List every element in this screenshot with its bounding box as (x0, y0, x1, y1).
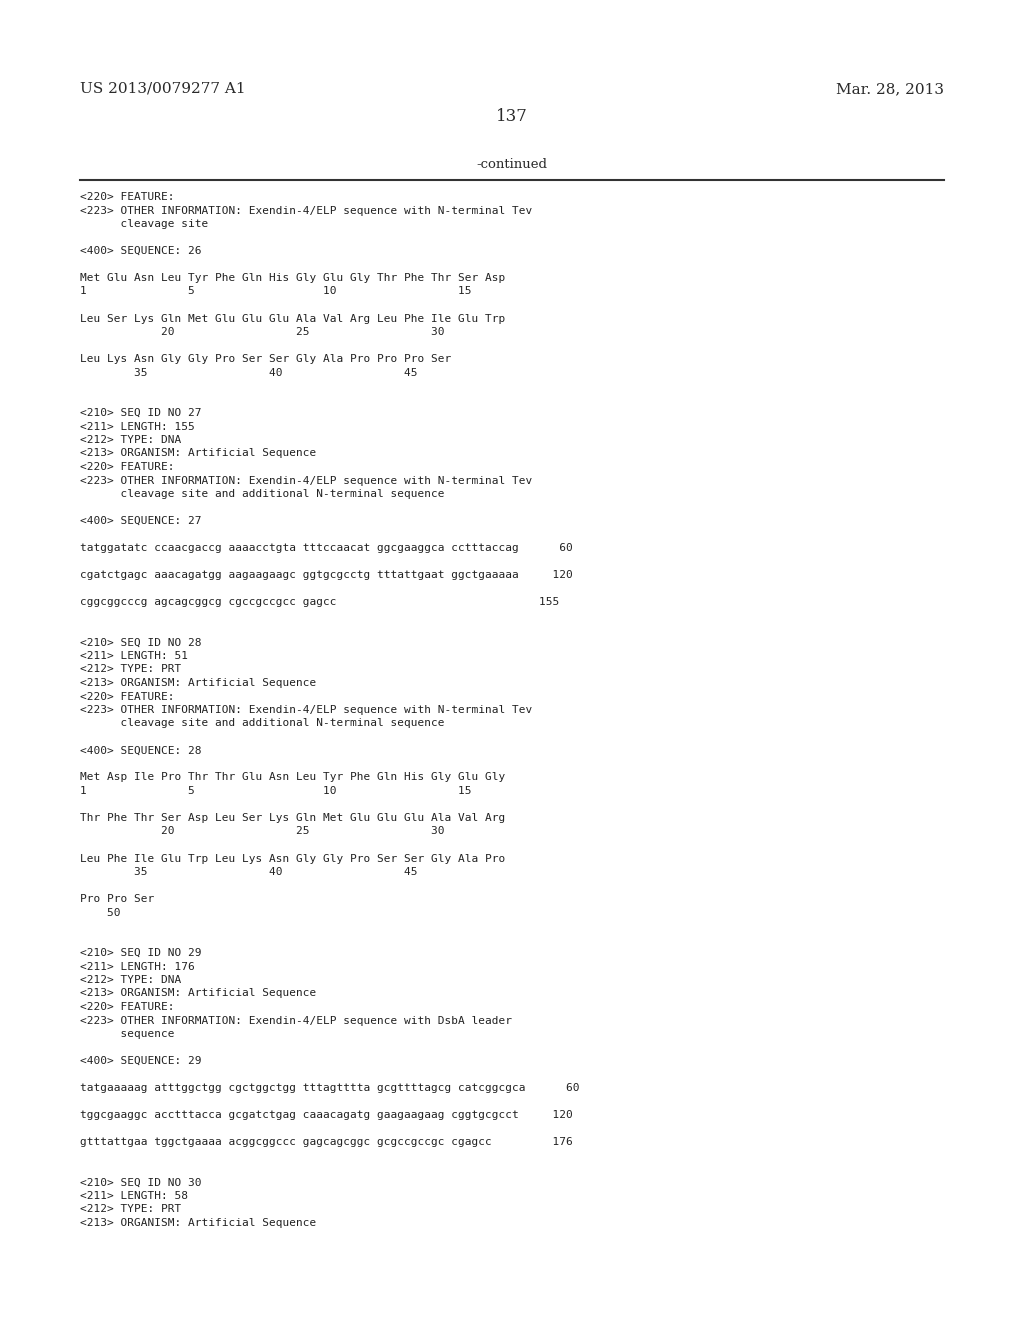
Text: <400> SEQUENCE: 29: <400> SEQUENCE: 29 (80, 1056, 202, 1067)
Text: <212> TYPE: DNA: <212> TYPE: DNA (80, 436, 181, 445)
Text: <213> ORGANISM: Artificial Sequence: <213> ORGANISM: Artificial Sequence (80, 989, 316, 998)
Text: Thr Phe Thr Ser Asp Leu Ser Lys Gln Met Glu Glu Glu Ala Val Arg: Thr Phe Thr Ser Asp Leu Ser Lys Gln Met … (80, 813, 505, 822)
Text: <220> FEATURE:: <220> FEATURE: (80, 462, 174, 473)
Text: Leu Ser Lys Gln Met Glu Glu Glu Ala Val Arg Leu Phe Ile Glu Trp: Leu Ser Lys Gln Met Glu Glu Glu Ala Val … (80, 314, 505, 323)
Text: gtttattgaa tggctgaaaa acggcggccc gagcagcggc gcgccgccgc cgagcc         176: gtttattgaa tggctgaaaa acggcggccc gagcagc… (80, 1137, 572, 1147)
Text: 20                  25                  30: 20 25 30 (80, 327, 444, 337)
Text: <210> SEQ ID NO 28: <210> SEQ ID NO 28 (80, 638, 202, 648)
Text: <213> ORGANISM: Artificial Sequence: <213> ORGANISM: Artificial Sequence (80, 1218, 316, 1228)
Text: <212> TYPE: DNA: <212> TYPE: DNA (80, 975, 181, 985)
Text: <210> SEQ ID NO 29: <210> SEQ ID NO 29 (80, 948, 202, 958)
Text: cgatctgagc aaacagatgg aagaagaagc ggtgcgcctg tttattgaat ggctgaaaaa     120: cgatctgagc aaacagatgg aagaagaagc ggtgcgc… (80, 570, 572, 579)
Text: <220> FEATURE:: <220> FEATURE: (80, 1002, 174, 1012)
Text: cleavage site and additional N-terminal sequence: cleavage site and additional N-terminal … (80, 488, 444, 499)
Text: <213> ORGANISM: Artificial Sequence: <213> ORGANISM: Artificial Sequence (80, 449, 316, 458)
Text: cleavage site and additional N-terminal sequence: cleavage site and additional N-terminal … (80, 718, 444, 729)
Text: Met Asp Ile Pro Thr Thr Glu Asn Leu Tyr Phe Gln His Gly Glu Gly: Met Asp Ile Pro Thr Thr Glu Asn Leu Tyr … (80, 772, 505, 783)
Text: <210> SEQ ID NO 27: <210> SEQ ID NO 27 (80, 408, 202, 418)
Text: US 2013/0079277 A1: US 2013/0079277 A1 (80, 82, 246, 96)
Text: <220> FEATURE:: <220> FEATURE: (80, 191, 174, 202)
Text: 35                  40                  45: 35 40 45 (80, 367, 418, 378)
Text: 20                  25                  30: 20 25 30 (80, 826, 444, 837)
Text: 137: 137 (496, 108, 528, 125)
Text: 50: 50 (80, 908, 121, 917)
Text: <210> SEQ ID NO 30: <210> SEQ ID NO 30 (80, 1177, 202, 1188)
Text: tatgaaaaag atttggctgg cgctggctgg tttagtttta gcgttttagcg catcggcgca      60: tatgaaaaag atttggctgg cgctggctgg tttagtt… (80, 1082, 580, 1093)
Text: <223> OTHER INFORMATION: Exendin-4/ELP sequence with DsbA leader: <223> OTHER INFORMATION: Exendin-4/ELP s… (80, 1015, 512, 1026)
Text: <211> LENGTH: 51: <211> LENGTH: 51 (80, 651, 188, 661)
Text: 35                  40                  45: 35 40 45 (80, 867, 418, 876)
Text: <223> OTHER INFORMATION: Exendin-4/ELP sequence with N-terminal Tev: <223> OTHER INFORMATION: Exendin-4/ELP s… (80, 705, 532, 715)
Text: Pro Pro Ser: Pro Pro Ser (80, 894, 155, 904)
Text: <211> LENGTH: 58: <211> LENGTH: 58 (80, 1191, 188, 1201)
Text: <223> OTHER INFORMATION: Exendin-4/ELP sequence with N-terminal Tev: <223> OTHER INFORMATION: Exendin-4/ELP s… (80, 206, 532, 215)
Text: -continued: -continued (476, 158, 548, 172)
Text: <211> LENGTH: 176: <211> LENGTH: 176 (80, 961, 195, 972)
Text: 1               5                   10                  15: 1 5 10 15 (80, 785, 471, 796)
Text: <212> TYPE: PRT: <212> TYPE: PRT (80, 664, 181, 675)
Text: <212> TYPE: PRT: <212> TYPE: PRT (80, 1204, 181, 1214)
Text: Mar. 28, 2013: Mar. 28, 2013 (836, 82, 944, 96)
Text: tggcgaaggc acctttacca gcgatctgag caaacagatg gaagaagaag cggtgcgcct     120: tggcgaaggc acctttacca gcgatctgag caaacag… (80, 1110, 572, 1119)
Text: <400> SEQUENCE: 26: <400> SEQUENCE: 26 (80, 246, 202, 256)
Text: <400> SEQUENCE: 27: <400> SEQUENCE: 27 (80, 516, 202, 525)
Text: Leu Phe Ile Glu Trp Leu Lys Asn Gly Gly Pro Ser Ser Gly Ala Pro: Leu Phe Ile Glu Trp Leu Lys Asn Gly Gly … (80, 854, 505, 863)
Text: 1               5                   10                  15: 1 5 10 15 (80, 286, 471, 297)
Text: <220> FEATURE:: <220> FEATURE: (80, 692, 174, 701)
Text: Leu Lys Asn Gly Gly Pro Ser Ser Gly Ala Pro Pro Pro Ser: Leu Lys Asn Gly Gly Pro Ser Ser Gly Ala … (80, 354, 452, 364)
Text: <223> OTHER INFORMATION: Exendin-4/ELP sequence with N-terminal Tev: <223> OTHER INFORMATION: Exendin-4/ELP s… (80, 475, 532, 486)
Text: tatggatatc ccaacgaccg aaaacctgta tttccaacat ggcgaaggca cctttaccag      60: tatggatatc ccaacgaccg aaaacctgta tttccaa… (80, 543, 572, 553)
Text: <213> ORGANISM: Artificial Sequence: <213> ORGANISM: Artificial Sequence (80, 678, 316, 688)
Text: <400> SEQUENCE: 28: <400> SEQUENCE: 28 (80, 746, 202, 755)
Text: <211> LENGTH: 155: <211> LENGTH: 155 (80, 421, 195, 432)
Text: cggcggcccg agcagcggcg cgccgccgcc gagcc                              155: cggcggcccg agcagcggcg cgccgccgcc gagcc 1… (80, 597, 559, 607)
Text: cleavage site: cleavage site (80, 219, 208, 228)
Text: sequence: sequence (80, 1030, 174, 1039)
Text: Met Glu Asn Leu Tyr Phe Gln His Gly Glu Gly Thr Phe Thr Ser Asp: Met Glu Asn Leu Tyr Phe Gln His Gly Glu … (80, 273, 505, 282)
